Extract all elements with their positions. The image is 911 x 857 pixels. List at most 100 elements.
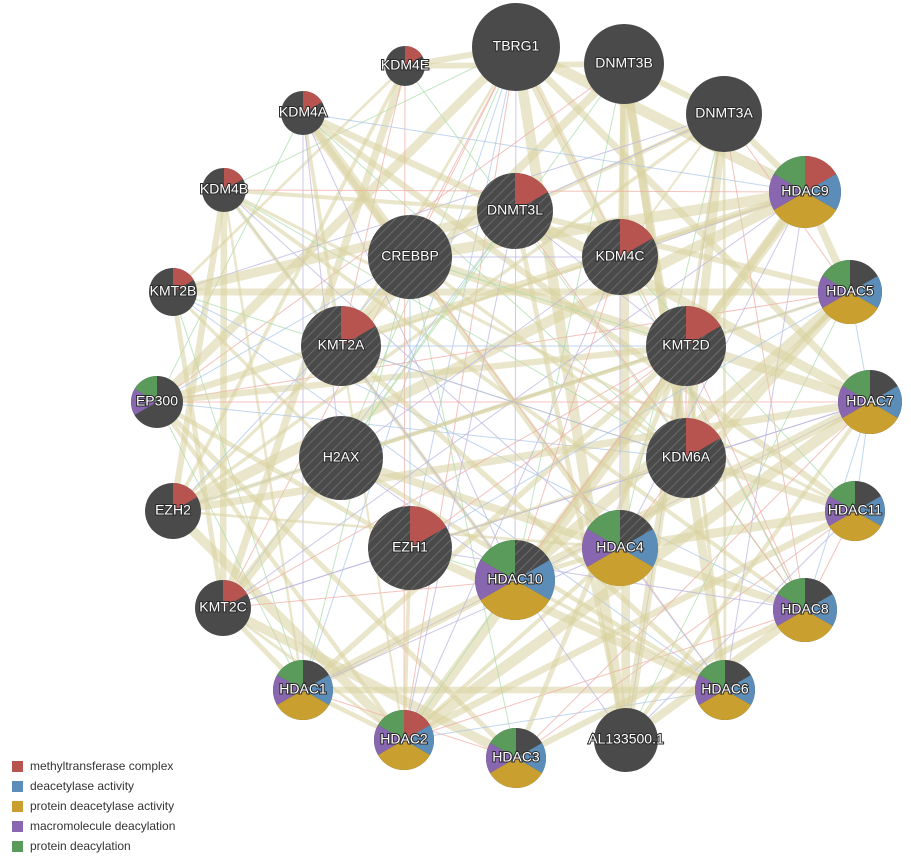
network-edge	[340, 190, 806, 348]
network-edge	[300, 111, 623, 550]
node-function-wedge	[341, 306, 376, 346]
network-edge	[617, 289, 853, 551]
legend-label: deacetylase activity	[30, 779, 135, 793]
network-edge	[512, 206, 873, 407]
node-circle	[368, 215, 452, 299]
gene-node-hdac3[interactable]: HDAC3	[486, 728, 546, 789]
network-edge	[403, 609, 806, 741]
network-edge	[171, 206, 517, 297]
node-function-wedge	[173, 483, 198, 511]
network-edge	[222, 345, 687, 609]
node-label: HDAC11	[828, 502, 882, 518]
node-function-wedge	[480, 540, 515, 580]
network-edge	[172, 256, 411, 512]
node-label: HDAC2	[380, 731, 428, 747]
network-edge	[156, 342, 687, 406]
node-function-wedge	[620, 219, 653, 257]
network-edge	[409, 291, 851, 549]
gene-node-ep300[interactable]: EP300	[131, 376, 183, 428]
gene-node-hdac6[interactable]: HDAC6	[694, 660, 756, 721]
node-label: AL133500.1	[588, 731, 664, 747]
legend-item-protein-deacetylase: protein deacetylase activity	[12, 796, 175, 816]
node-function-wedge	[686, 306, 721, 346]
gene-node-dnmt3a[interactable]: DNMT3A	[686, 76, 762, 152]
legend-label: protein deacetylase activity	[30, 799, 175, 813]
gene-node-kmt2b[interactable]: KMT2B	[149, 268, 197, 316]
node-function-wedge	[822, 292, 878, 325]
network-edge	[513, 44, 873, 405]
gene-node-hdac7[interactable]: HDAC7	[838, 370, 902, 435]
network-edge	[169, 189, 228, 512]
node-circle	[299, 416, 383, 500]
gene-node-hdac11[interactable]: HDAC11	[825, 481, 886, 542]
gene-node-hdac4[interactable]: HDAC4	[582, 510, 658, 586]
network-edge	[301, 343, 688, 693]
gene-node-kdm4c[interactable]: KDM4C	[582, 219, 658, 295]
node-function-wedge	[870, 386, 902, 418]
gene-node-hdac10[interactable]: HDAC10	[475, 540, 555, 620]
network-edge	[403, 689, 726, 741]
node-function-wedge	[134, 376, 157, 402]
node-label: KMT2C	[199, 599, 246, 615]
legend-swatch	[12, 760, 23, 772]
network-edge	[403, 46, 517, 741]
network-edge	[403, 210, 516, 741]
network-edge	[514, 607, 807, 761]
network-edge	[514, 345, 687, 581]
gene-node-kdm4a[interactable]: KDM4A	[278, 91, 329, 135]
gene-node-crebbp[interactable]: CREBBP	[368, 215, 452, 299]
gene-node-kmt2d[interactable]: KMT2D	[646, 306, 726, 386]
node-function-wedge	[829, 481, 855, 511]
gene-node-h2ax[interactable]: H2AX	[299, 416, 383, 500]
node-function-wedge	[404, 725, 435, 755]
node-label: HDAC9	[781, 183, 829, 199]
node-circle	[472, 3, 560, 91]
gene-node-hdac1[interactable]: HDAC1	[273, 660, 334, 721]
node-function-wedge	[694, 675, 725, 705]
network-edge	[402, 508, 857, 743]
network-edge	[340, 290, 851, 460]
network-edge	[514, 210, 806, 611]
gene-node-kdm4b[interactable]: KDM4B	[199, 168, 249, 212]
gene-node-hdac8[interactable]: HDAC8	[773, 578, 838, 642]
node-label: HDAC4	[596, 539, 644, 555]
node-function-wedge	[805, 594, 838, 626]
gene-node-dnmt3b[interactable]: DNMT3B	[584, 24, 664, 104]
gene-node-al133500.1[interactable]: AL133500.1	[587, 708, 665, 772]
node-function-wedge	[515, 560, 555, 600]
network-edge	[619, 506, 856, 553]
gene-node-kmt2c[interactable]: KMT2C	[195, 580, 251, 636]
node-function-wedge	[273, 675, 303, 705]
node-function-wedge	[405, 46, 423, 66]
gene-node-dnmt3l[interactable]: DNMT3L	[477, 173, 553, 249]
node-function-wedge	[769, 174, 805, 210]
network-edge	[510, 46, 632, 741]
network-edge	[220, 603, 519, 763]
gene-node-kdm6a[interactable]: KDM6A	[646, 418, 726, 498]
gene-node-tbrg1[interactable]: TBRG1	[472, 3, 560, 91]
network-edge	[512, 190, 808, 582]
network-edge	[409, 256, 687, 347]
network-edge	[223, 46, 517, 191]
node-function-wedge	[805, 174, 841, 210]
gene-node-ezh1[interactable]: EZH1	[368, 506, 452, 590]
gene-node-kmt2a[interactable]: KMT2A	[301, 306, 381, 386]
gene-node-kdm4e[interactable]: KDM4E	[380, 46, 430, 86]
node-function-wedge	[818, 276, 850, 308]
node-function-wedge	[829, 511, 881, 542]
gene-node-ezh2[interactable]: EZH2	[145, 483, 201, 539]
gene-node-hdac5[interactable]: HDAC5	[818, 260, 882, 325]
node-function-wedge	[620, 529, 658, 567]
network-edge	[222, 579, 516, 609]
node-function-wedge	[490, 728, 516, 758]
network-edge	[513, 42, 808, 197]
gene-node-hdac9[interactable]: HDAC9	[769, 156, 841, 229]
node-label: TBRG1	[493, 38, 540, 54]
network-edge	[219, 189, 228, 609]
network-edge	[409, 256, 517, 759]
gene-node-hdac2[interactable]: HDAC2	[373, 710, 435, 771]
network-edge	[302, 112, 806, 193]
legend-label: methyltransferase complex	[30, 759, 174, 773]
node-label: HDAC3	[492, 749, 540, 765]
node-function-wedge	[773, 156, 805, 192]
